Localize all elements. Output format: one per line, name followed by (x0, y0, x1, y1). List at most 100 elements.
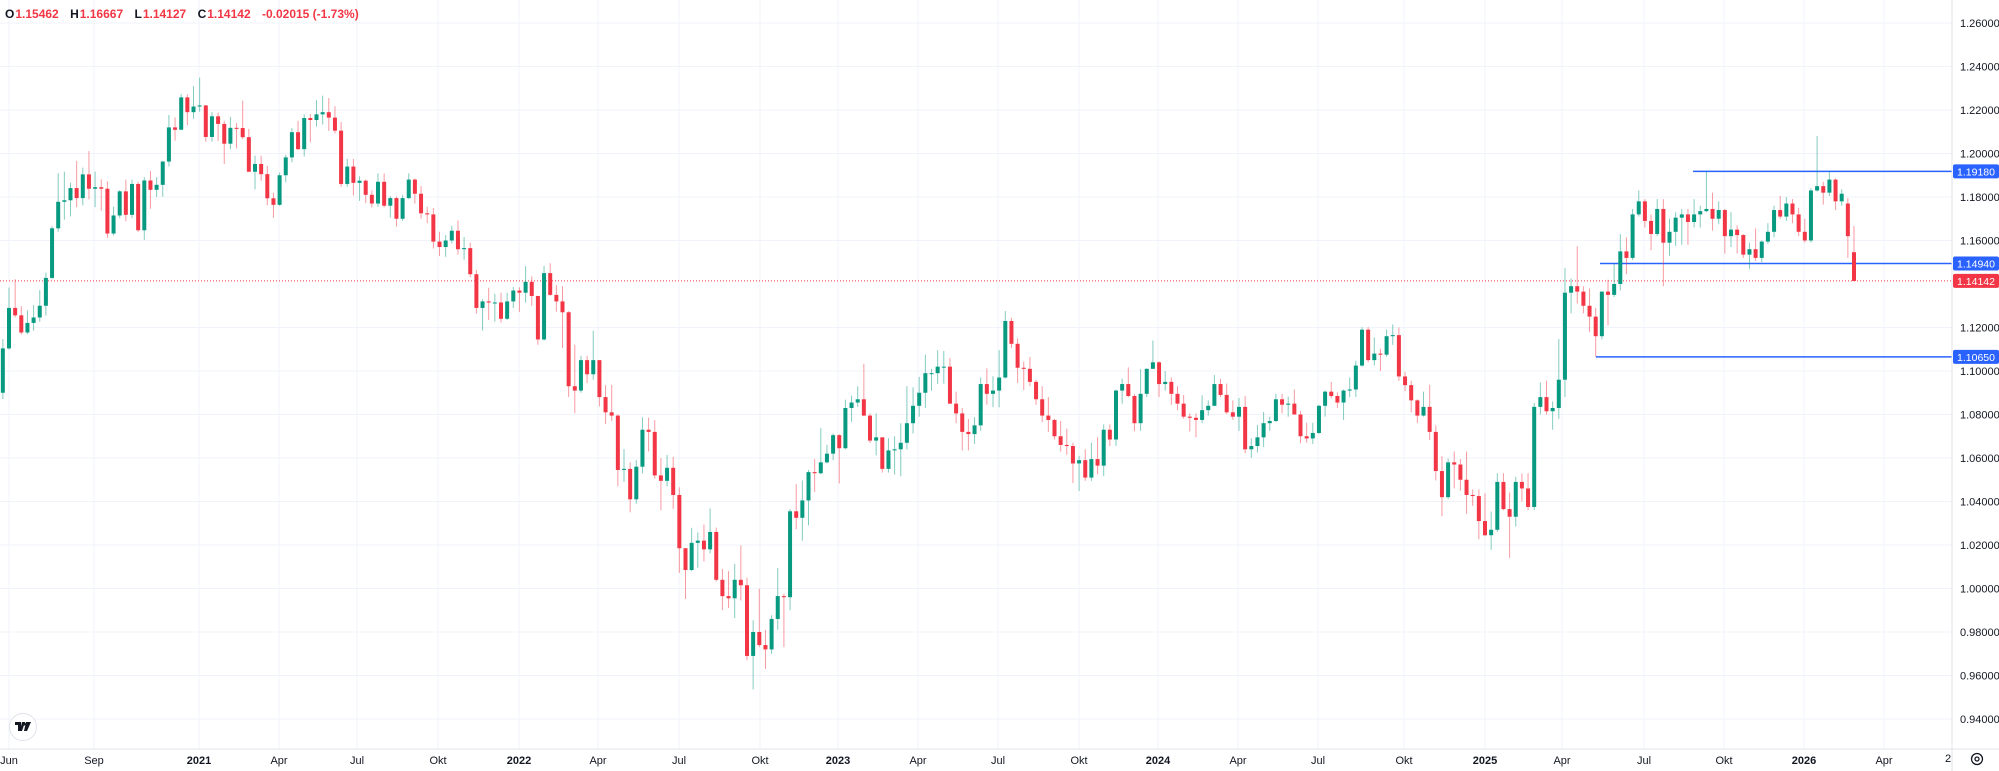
candle (56, 173, 61, 232)
candle-body (1796, 214, 1801, 232)
candle-body (437, 241, 442, 248)
candle-body (1575, 286, 1580, 292)
candle (203, 104, 208, 142)
candle-body (1470, 494, 1475, 497)
candle (1593, 307, 1598, 357)
candle (1815, 136, 1820, 192)
candle (246, 128, 251, 172)
candle (554, 285, 559, 312)
candle-body (978, 384, 983, 426)
candle (1642, 199, 1647, 228)
candle (1058, 421, 1063, 452)
candle (1741, 233, 1746, 258)
candle (1439, 456, 1444, 517)
candle-body (1458, 464, 1463, 480)
candle (831, 433, 836, 461)
candle (1606, 279, 1610, 326)
gear-icon[interactable] (1970, 752, 1984, 766)
candle (1206, 400, 1211, 416)
candle (597, 360, 602, 407)
candle-body (1618, 251, 1623, 284)
candle (308, 113, 313, 143)
candle-body (1403, 376, 1408, 386)
candle (376, 173, 380, 207)
high-value: 1.16667 (79, 7, 124, 21)
candle (542, 265, 547, 341)
candle-body (1489, 529, 1494, 536)
candle-body (935, 366, 940, 374)
candle-body (1286, 403, 1291, 405)
tradingview-logo-icon[interactable] (9, 713, 37, 741)
time-tick-label: Okt (429, 755, 446, 767)
candle-body (1852, 252, 1856, 281)
candle-body (1366, 329, 1371, 361)
candle (806, 469, 811, 526)
candle (1526, 473, 1531, 511)
candle-body (800, 500, 805, 518)
candle (419, 186, 424, 219)
candle (1403, 371, 1408, 392)
candle-body (1021, 367, 1026, 369)
candle-body (1335, 396, 1340, 403)
candle (462, 237, 467, 260)
candle-body (1569, 286, 1574, 293)
candle (1710, 192, 1715, 231)
candle (1261, 411, 1266, 448)
candle-body (1095, 459, 1100, 466)
candle-body (917, 392, 922, 406)
candle-body (388, 198, 393, 206)
candle-body (1212, 384, 1217, 406)
candle (339, 121, 344, 187)
time-axis[interactable]: Jun Sep 2021 Apr Jul Okt 2022 Apr Jul Okt 2023 Apr J… (0, 748, 1999, 767)
candle-body (1501, 481, 1506, 510)
candle (1101, 424, 1106, 477)
candle-body (837, 435, 842, 449)
corner-number[interactable]: 2 (1945, 753, 1952, 765)
candle-body (320, 112, 325, 115)
candle (511, 287, 516, 308)
candle-body (1396, 335, 1401, 377)
time-tick-label: Apr (1875, 755, 1892, 767)
time-tick-label: Okt (1070, 755, 1087, 767)
candle-body (1132, 396, 1137, 424)
candle (1009, 317, 1014, 349)
candle-body (1409, 385, 1414, 401)
candle (1316, 404, 1321, 435)
candle (1722, 208, 1727, 254)
candle-body (277, 175, 282, 205)
candle (1114, 389, 1118, 447)
candle (86, 151, 91, 200)
candle-body (591, 360, 596, 375)
candle-body (1759, 241, 1764, 258)
candle (1200, 395, 1205, 424)
candle (824, 444, 829, 464)
candle-body (62, 200, 67, 202)
candle-body (105, 188, 110, 234)
candle (1538, 382, 1543, 415)
candle-body (904, 423, 909, 443)
candle (622, 449, 626, 482)
candle (1729, 212, 1733, 248)
candle-body (1114, 390, 1118, 440)
candle (154, 177, 159, 197)
candle (1255, 424, 1260, 453)
candle (1587, 288, 1592, 332)
candle (861, 363, 866, 417)
candle-body (111, 215, 116, 234)
candle-body (259, 163, 264, 175)
candle (7, 287, 11, 350)
candle (1237, 397, 1241, 431)
candle (911, 387, 916, 434)
candle (228, 116, 233, 150)
label-background (1953, 256, 1999, 271)
price-axis[interactable]: 1.26000 1.24000 1.22000 1.20000 1.18000 1.160… (1951, 0, 1999, 771)
candle-body (1526, 488, 1531, 507)
candle-body (1476, 496, 1481, 522)
candle-body (1483, 521, 1487, 536)
candle (234, 123, 239, 149)
candle-body (173, 127, 178, 130)
candle (1378, 348, 1383, 371)
price-tick-label: 0.98000 (1960, 627, 1999, 639)
candle-body (1704, 208, 1709, 212)
